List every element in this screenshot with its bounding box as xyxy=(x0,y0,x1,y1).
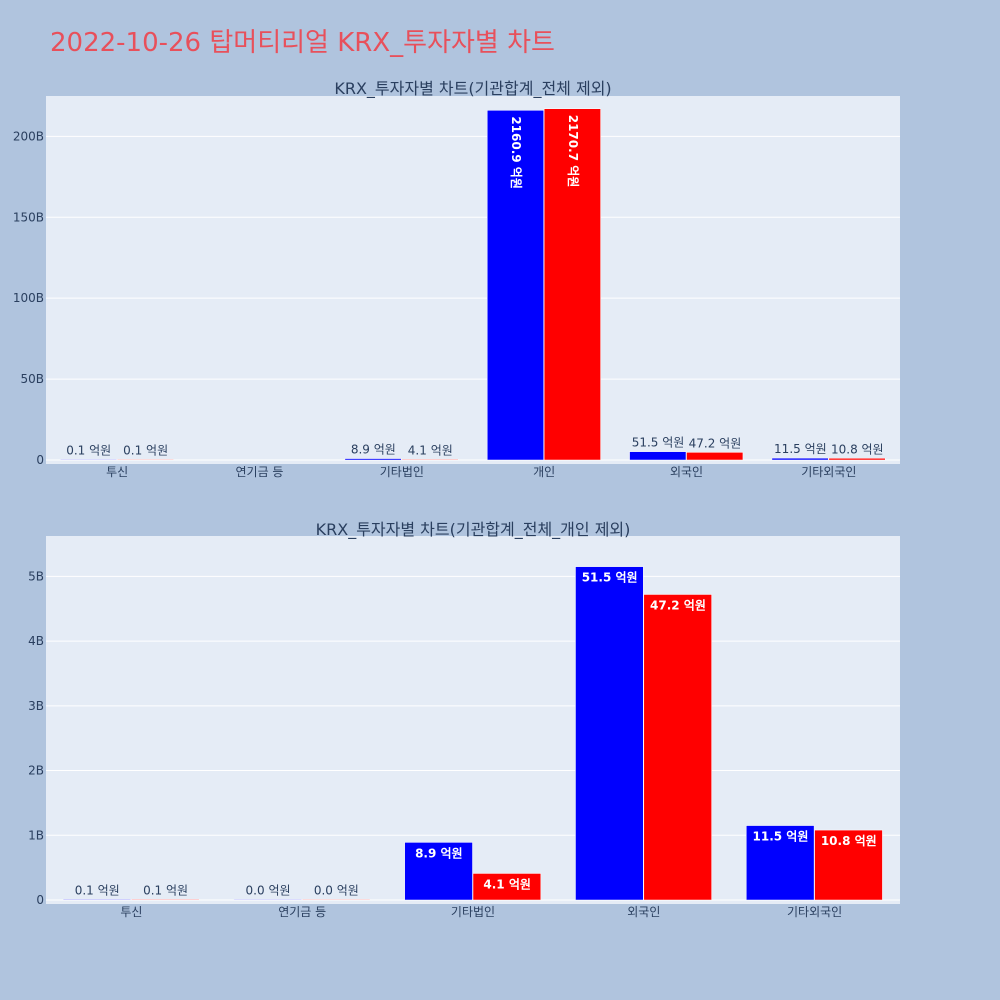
y-tick-label: 4B xyxy=(28,634,44,648)
x-tick-label: 투신 xyxy=(106,465,128,479)
x-tick-label: 외국인 xyxy=(670,465,703,479)
chart-1-title: KRX_투자자별 차트(기관합계_전체 제외) xyxy=(334,79,611,99)
bar xyxy=(404,842,473,901)
data-label: 8.9 억원 xyxy=(351,443,396,457)
data-label: 8.9 억원 xyxy=(415,846,463,860)
data-label: 47.2 억원 xyxy=(689,436,742,450)
data-label: 2160.9 억원 xyxy=(509,116,523,189)
data-label: 0.0 억원 xyxy=(246,883,291,897)
bar xyxy=(401,459,459,461)
data-label: 11.5 억원 xyxy=(774,442,827,456)
bar xyxy=(814,829,883,901)
bar xyxy=(344,458,402,461)
plot-area xyxy=(46,96,900,464)
x-tick-label: 기타법인 xyxy=(451,905,495,919)
bar xyxy=(543,108,601,461)
bar xyxy=(62,899,132,901)
data-label: 4.1 억원 xyxy=(483,877,531,891)
x-tick-label: 연기금 등 xyxy=(278,905,326,919)
y-tick-label: 150B xyxy=(13,210,44,224)
x-tick-label: 개인 xyxy=(533,465,555,479)
y-tick-label: 50B xyxy=(20,372,44,386)
bar xyxy=(233,899,302,901)
x-tick-label: 기타외국인 xyxy=(787,905,842,919)
data-label: 0.1 억원 xyxy=(123,443,168,457)
chart-1: KRX_투자자별 차트(기관합계_전체 제외) 0.1 억원 8.9 억원 2160… xyxy=(13,79,900,479)
bar xyxy=(301,899,371,901)
data-label: 51.5 억원 xyxy=(582,571,638,585)
data-label: 4.1 억원 xyxy=(408,443,453,457)
data-label: 0.1 억원 xyxy=(66,443,111,457)
y-tick-label: 5B xyxy=(28,569,44,583)
bar xyxy=(116,459,174,461)
data-label: 0.1 억원 xyxy=(143,883,188,897)
data-label: 11.5 억원 xyxy=(753,830,809,844)
x-tick-label: 기타외국인 xyxy=(801,465,856,479)
y-tick-label: 3B xyxy=(28,699,44,713)
bar xyxy=(746,825,815,901)
data-label: 10.8 억원 xyxy=(821,834,877,848)
data-label: 0.0 억원 xyxy=(314,883,359,897)
bar xyxy=(771,457,829,461)
bar xyxy=(486,110,544,461)
bar xyxy=(472,873,542,901)
bar xyxy=(686,452,744,461)
chart-2-title: KRX_투자자별 차트(기관합계_전체_개인 제외) xyxy=(316,520,631,540)
y-tick-label: 1B xyxy=(28,828,44,842)
bar xyxy=(629,451,687,461)
y-tick-label: 200B xyxy=(13,129,44,143)
data-label: 2170.7 억원 xyxy=(566,115,580,188)
bar xyxy=(131,899,200,901)
bar xyxy=(575,566,644,901)
bar xyxy=(643,594,712,901)
bar xyxy=(828,458,886,461)
x-tick-label: 외국인 xyxy=(627,905,660,919)
x-tick-label: 투신 xyxy=(120,905,142,919)
page-title: 2022-10-26 탑머티리얼 KRX_투자자별 차트 xyxy=(50,28,555,58)
y-tick-label: 0 xyxy=(36,453,44,467)
data-label: 47.2 억원 xyxy=(650,598,706,612)
data-label: 51.5 억원 xyxy=(632,436,685,450)
y-tick-label: 0 xyxy=(36,893,44,907)
data-label: 0.1 억원 xyxy=(75,883,120,897)
data-label: 10.8 억원 xyxy=(831,442,884,456)
y-tick-label: 100B xyxy=(13,291,44,305)
y-tick-label: 2B xyxy=(28,764,44,778)
x-tick-label: 기타법인 xyxy=(380,465,424,479)
bar xyxy=(59,459,117,461)
x-tick-label: 연기금 등 xyxy=(236,465,284,479)
